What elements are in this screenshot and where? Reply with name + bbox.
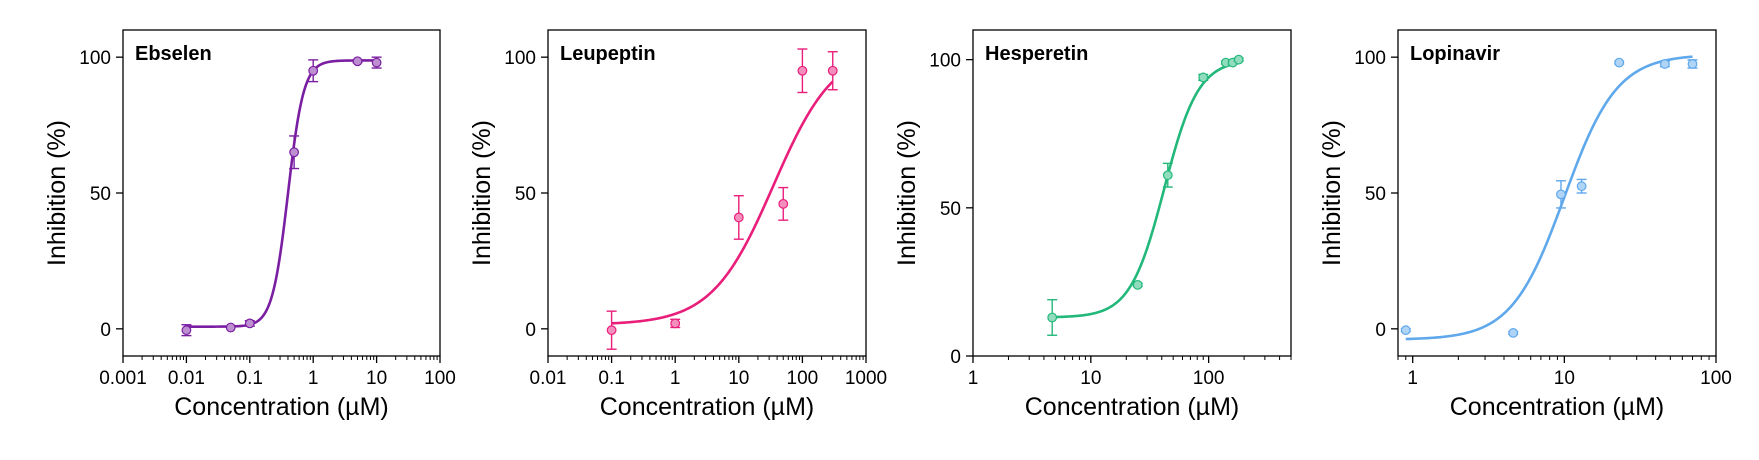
y-tick-label: 50 (1365, 184, 1386, 205)
x-axis-title: Concentration (µM) (1450, 393, 1664, 421)
panel-title: Ebselen (135, 43, 212, 65)
data-point (1687, 59, 1698, 69)
panel-title: Lopinavir (1410, 43, 1500, 65)
x-tick-label: 0.1 (237, 368, 263, 389)
data-point (1132, 279, 1143, 290)
data-point (1556, 189, 1566, 200)
fit-curve (1052, 61, 1239, 319)
data-point (733, 212, 744, 223)
y-tick-label: 0 (525, 320, 536, 341)
data-point (371, 57, 382, 68)
x-tick-label: 10 (366, 368, 387, 389)
x-tick-label: 0.001 (99, 368, 147, 389)
y-tick-label: 100 (79, 48, 111, 69)
panel-ebselen: 0 50 100 0.001 0.01 0.1 1 10 100 Concentration (µ… (43, 29, 456, 421)
plot-frame (122, 29, 441, 357)
y-axis-title: Inhibition (%) (893, 120, 921, 266)
data-point (1614, 57, 1625, 68)
x-tick-label: 100 (1700, 368, 1732, 389)
x-tick-label: 1 (1407, 368, 1418, 389)
x-tick-label: 0.01 (168, 368, 205, 389)
data-point (1659, 59, 1670, 69)
data-point (352, 56, 363, 67)
y-tick-label: 0 (100, 320, 111, 341)
data-point (308, 65, 319, 76)
y-axis-title: Inhibition (%) (1318, 120, 1346, 266)
data-point (1508, 328, 1519, 338)
y-tick-label: 50 (515, 184, 536, 205)
data-point (778, 198, 789, 209)
x-axis-title: Concentration (µM) (1025, 393, 1239, 421)
data-point (289, 147, 300, 158)
data-point (1047, 312, 1058, 323)
x-tick-label: 100 (1193, 368, 1225, 389)
y-tick-label: 100 (1354, 48, 1386, 69)
fit-curve (1405, 55, 1693, 341)
data-point (1198, 72, 1209, 83)
fit-curve (186, 59, 377, 328)
data-point (606, 325, 617, 336)
panel-leupeptin: 0 50 100 0.01 0.1 1 10 100 1000 Concentration (µM… (468, 29, 887, 421)
y-tick-label: 50 (940, 199, 961, 220)
plot-frame (972, 29, 1292, 357)
x-tick-label: 10 (1554, 368, 1575, 389)
x-tick-label: 0.1 (598, 368, 624, 389)
y-axis-title: Inhibition (%) (468, 120, 496, 266)
x-tick-label: 0.01 (530, 368, 567, 389)
data-point (827, 65, 838, 76)
x-tick-label: 1 (308, 368, 319, 389)
x-tick-label: 10 (1080, 368, 1101, 389)
data-point (1400, 325, 1411, 336)
y-tick-label: 0 (950, 347, 961, 368)
y-tick-label: 100 (504, 48, 536, 69)
y-axis-title: Inhibition (%) (43, 120, 71, 266)
data-point (1233, 54, 1244, 65)
x-tick-label: 100 (424, 368, 456, 389)
y-tick-label: 100 (929, 51, 961, 72)
panel-lopinavir: 0 50 100 1 10 100 Concentration (µM) Inhibition… (1318, 29, 1732, 421)
panel-title: Leupeptin (560, 43, 656, 65)
data-point (1576, 181, 1587, 192)
data-point (1162, 170, 1173, 181)
fit-curve (611, 80, 834, 325)
x-tick-label: 1 (968, 368, 979, 389)
x-axis-title: Concentration (µM) (600, 393, 814, 421)
data-point (181, 325, 192, 336)
x-tick-label: 10 (728, 368, 749, 389)
data-point (797, 65, 808, 76)
x-tick-label: 1000 (845, 368, 887, 389)
data-point (670, 318, 681, 329)
x-axis-title: Concentration (µM) (174, 393, 388, 421)
data-point (225, 322, 236, 333)
panel-title: Hesperetin (985, 43, 1088, 65)
plot-frame (547, 29, 867, 357)
x-tick-label: 100 (787, 368, 819, 389)
y-tick-label: 0 (1375, 320, 1386, 341)
data-point (244, 318, 255, 329)
x-tick-label: 1 (670, 368, 681, 389)
y-tick-label: 50 (90, 184, 111, 205)
panel-hesperetin: 0 50 100 1 10 100 Concentration (µM) Inhibition… (893, 29, 1292, 421)
